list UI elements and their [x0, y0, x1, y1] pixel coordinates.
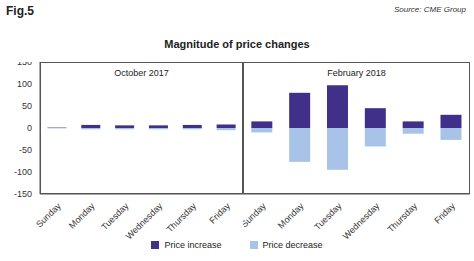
svg-text:Wednesday: Wednesday — [341, 201, 382, 242]
svg-text:150: 150 — [17, 62, 32, 67]
svg-text:-100: -100 — [14, 167, 32, 177]
html-text:Source: CME Group: Source: CME Group — [394, 5, 466, 14]
svg-text:Monday: Monday — [67, 201, 97, 231]
svg-text:Monday: Monday — [276, 201, 306, 231]
svg-text:100: 100 — [17, 79, 32, 89]
svg-text:-50: -50 — [19, 145, 32, 155]
svg-text:50: 50 — [22, 101, 32, 111]
html-text:Fig.5: Fig.5 — [6, 4, 34, 18]
svg-text:Friday: Friday — [432, 201, 457, 226]
html-text:October 2017: October 2017 — [114, 68, 169, 78]
svg-text:Tuesday: Tuesday — [99, 201, 131, 233]
svg-text:Thursday: Thursday — [165, 201, 199, 235]
svg-text:Tuesday: Tuesday — [312, 201, 344, 233]
svg-text:-150: -150 — [14, 189, 32, 199]
svg-text:Thursday: Thursday — [386, 201, 420, 235]
html-text:Price decrease: Price decrease — [262, 240, 323, 250]
html-text:February 2018: February 2018 — [327, 68, 386, 78]
html-text:Price increase: Price increase — [164, 240, 222, 250]
svg-text:0: 0 — [27, 123, 32, 133]
svg-text:Wednesday: Wednesday — [124, 201, 165, 242]
svg-text:Sunday: Sunday — [34, 201, 63, 230]
html-text:Magnitude of price changes: Magnitude of price changes — [164, 38, 310, 50]
svg-text:Sunday: Sunday — [243, 201, 268, 230]
svg-text:Friday: Friday — [207, 201, 232, 226]
